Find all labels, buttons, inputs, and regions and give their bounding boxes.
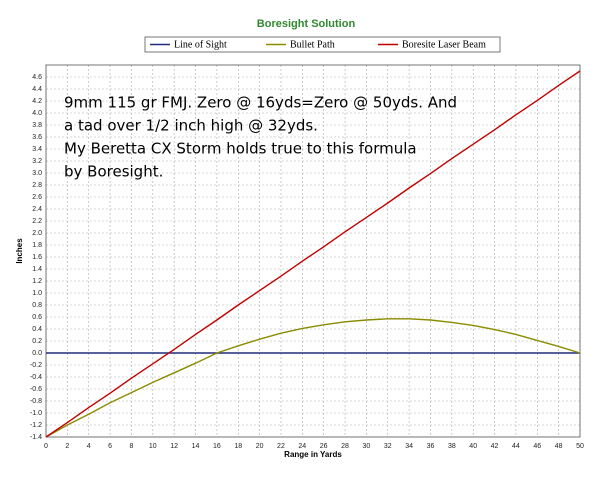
y-tick-label: -0.4	[30, 374, 42, 381]
y-tick-label: 1.0	[32, 290, 42, 297]
x-tick-label: 30	[363, 443, 371, 450]
line-series	[45, 318, 581, 438]
x-tick-label: 12	[170, 443, 178, 450]
y-axis-label: Inches	[15, 238, 24, 264]
x-tick-label: 36	[427, 443, 435, 450]
annotation: by Boresight.	[64, 163, 163, 181]
x-tick-label: 28	[341, 443, 349, 450]
annotation: My Beretta CX Storm holds true to this f…	[64, 140, 417, 158]
y-tick-label: 0.4	[32, 326, 42, 333]
y-tick-label: 1.4	[32, 266, 42, 273]
x-tick-label: 10	[149, 443, 157, 450]
y-tick-label: 2.6	[32, 194, 42, 201]
chart-title: Boresight Solution	[257, 18, 356, 30]
y-tick-label: -1.4	[30, 434, 42, 441]
x-tick-label: 2	[65, 443, 69, 450]
x-tick-label: 48	[555, 443, 563, 450]
y-tick-label: 0.6	[32, 314, 42, 321]
x-tick-label: 4	[87, 443, 91, 450]
legend-box	[144, 36, 501, 53]
x-tick-label: 44	[512, 443, 520, 450]
y-tick-label: 4.6	[32, 74, 42, 81]
y-tick-label: 3.8	[32, 122, 42, 129]
y-tick-label: -1.2	[30, 422, 42, 429]
y-tick-label: 2.8	[32, 182, 42, 189]
y-tick-label: 1.8	[32, 242, 42, 249]
annotation: a tad over 1/2 inch high @ 32yds.	[64, 117, 318, 135]
y-tick-label: 0.8	[32, 302, 42, 309]
y-tick-label: 4.2	[32, 98, 42, 105]
x-tick-label: 20	[256, 443, 264, 450]
x-tick-label: 34	[405, 443, 413, 450]
x-tick-label: 18	[234, 443, 242, 450]
x-tick-label: 6	[108, 443, 112, 450]
plot-frame	[45, 64, 581, 438]
x-tick-label: 38	[448, 443, 456, 450]
x-tick-label: 8	[129, 443, 133, 450]
x-axis-label: Range in Yards	[284, 450, 342, 459]
y-tick-label: 3.4	[32, 146, 42, 153]
x-tick-label: 22	[277, 443, 285, 450]
y-tick-label: 2.0	[32, 230, 42, 237]
x-tick-label: 14	[192, 443, 200, 450]
x-tick-label: 40	[469, 443, 477, 450]
y-tick-label: 2.4	[32, 206, 42, 213]
x-tick-label: 42	[491, 443, 499, 450]
y-tick-label: 3.6	[32, 134, 42, 141]
y-tick-label: -0.2	[30, 362, 42, 369]
y-tick-label: 0.2	[32, 338, 42, 345]
x-tick-label: 46	[533, 443, 541, 450]
legend-label: Line of Sight	[174, 39, 227, 50]
y-tick-label: 3.2	[32, 158, 42, 165]
y-tick-label: 1.2	[32, 278, 42, 285]
y-tick-label: -0.8	[30, 398, 42, 405]
x-tick-label: 24	[298, 443, 306, 450]
x-tick-label: 32	[384, 443, 392, 450]
y-tick-label: 0.0	[32, 350, 42, 357]
y-tick-label: 2.2	[32, 218, 42, 225]
legend-label: Bullet Path	[290, 39, 335, 50]
x-tick-label: 16	[213, 443, 221, 450]
legend-label: Boresite Laser Beam	[402, 39, 486, 50]
annotation: 9mm 115 gr FMJ. Zero @ 16yds=Zero @ 50yd…	[64, 94, 457, 112]
x-tick-label: 50	[576, 443, 584, 450]
y-tick-label: 1.6	[32, 254, 42, 261]
y-tick-label: 3.0	[32, 170, 42, 177]
y-tick-label: 4.4	[32, 86, 42, 93]
y-tick-label: -0.6	[30, 386, 42, 393]
line-series	[45, 70, 581, 438]
y-tick-label: -1.0	[30, 410, 42, 417]
x-tick-label: 0	[44, 443, 48, 450]
y-tick-label: 4.0	[32, 110, 42, 117]
x-tick-label: 26	[320, 443, 328, 450]
